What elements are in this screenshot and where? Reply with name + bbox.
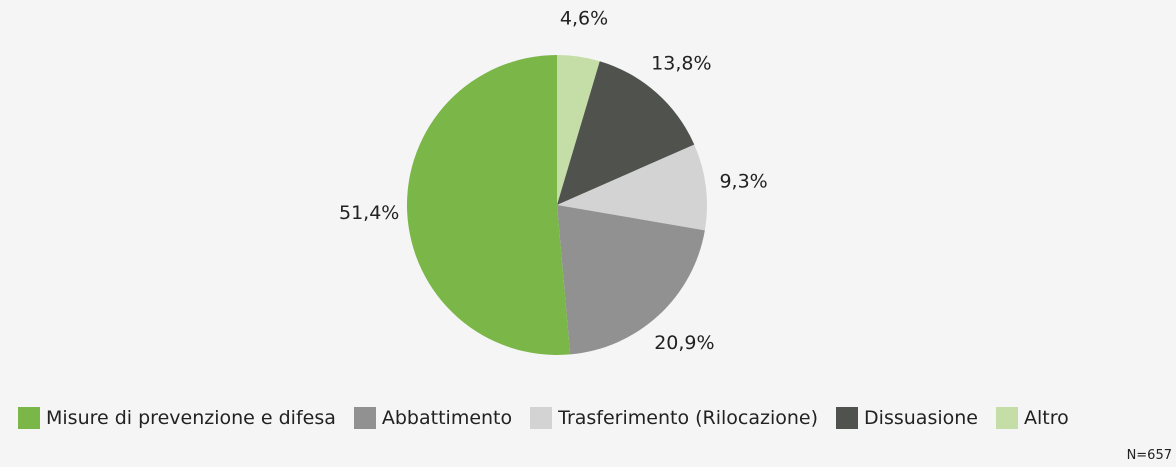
legend: Misure di prevenzione e difesa Abbattimen…	[18, 407, 1087, 429]
legend-item: Dissuasione	[836, 407, 978, 429]
legend-label: Dissuasione	[864, 407, 978, 429]
pie-slice	[557, 55, 600, 205]
legend-item: Misure di prevenzione e difesa	[18, 407, 336, 429]
legend-item: Trasferimento (Rilocazione)	[530, 407, 818, 429]
legend-swatch	[18, 407, 40, 429]
data-label: 4,6%	[560, 7, 608, 29]
legend-label: Altro	[1023, 407, 1069, 429]
legend-swatch	[995, 407, 1018, 429]
legend-item: Altro	[995, 407, 1069, 429]
legend-label: Trasferimento (Rilocazione)	[558, 407, 819, 429]
legend-swatch	[530, 407, 553, 429]
legend-swatch	[353, 407, 376, 429]
data-label: 20,9%	[654, 332, 714, 354]
note: N=657	[1126, 448, 1172, 463]
data-label: 13,8%	[651, 52, 711, 74]
pie-slice	[557, 205, 705, 355]
legend-swatch	[836, 407, 859, 429]
data-label: 9,3%	[719, 171, 767, 193]
legend-label: Abbattimento	[381, 407, 513, 429]
legend-item: Abbattimento	[353, 407, 513, 429]
legend-label: Misure di prevenzione e difesa	[46, 407, 336, 429]
pie-slice	[557, 61, 695, 205]
pie-slice	[557, 144, 707, 231]
pie-area: 4,6% 13,8% 9,3% 20,9% 51,4%	[339, 7, 768, 355]
data-label: 51,4%	[339, 202, 399, 224]
pie-slice	[407, 55, 571, 355]
